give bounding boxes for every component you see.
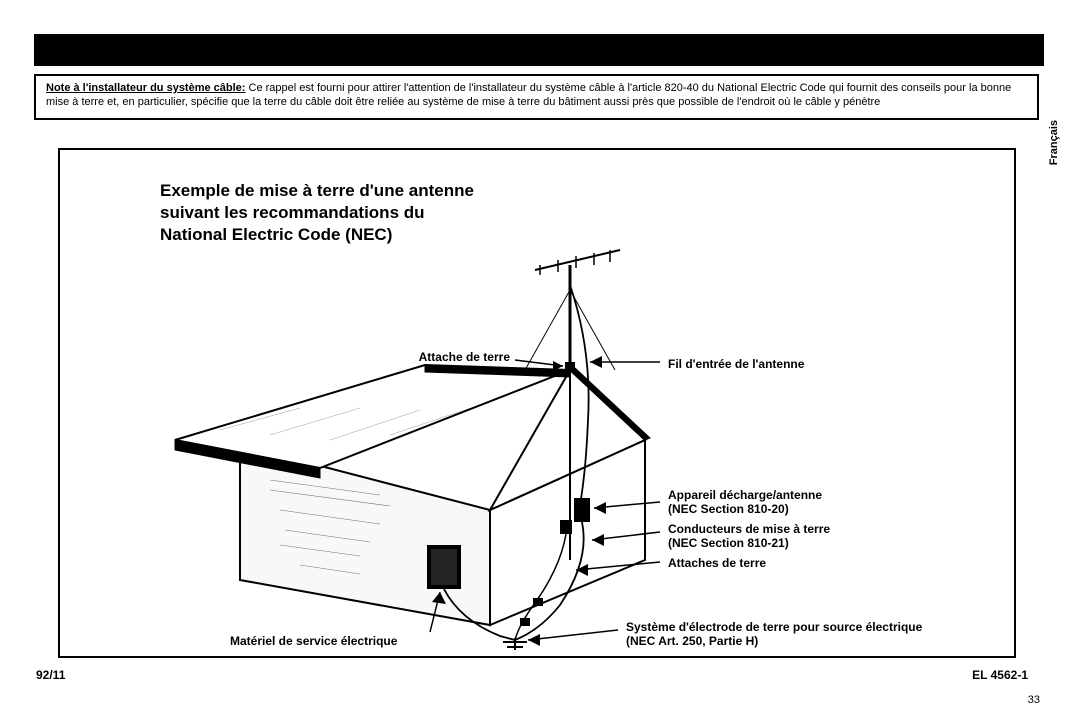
note-box: Note à l'installateur du système câble: …: [34, 74, 1039, 120]
header-bar: [34, 34, 1044, 66]
note-title: Note à l'installateur du système câble:: [46, 82, 245, 94]
label-fil-entree: Fil d'entrée de l'antenne: [668, 357, 804, 371]
page-number: 33: [1028, 694, 1040, 706]
footer-right: EL 4562-1: [972, 668, 1028, 682]
label-systeme-electrode: Système d'électrode de terre pour source…: [626, 620, 922, 649]
diagram-container: Exemple de mise à terre d'une antenne su…: [58, 148, 1016, 658]
title-line-1: Exemple de mise à terre d'une antenne: [160, 180, 474, 202]
label-attache-terre: Attache de terre: [390, 350, 510, 364]
footer-left: 92/11: [36, 668, 65, 682]
label-attaches-terre: Attaches de terre: [668, 556, 766, 570]
label-materiel-service: Matériel de service électrique: [230, 634, 397, 648]
label-appareil-decharge: Appareil décharge/antenne (NEC Section 8…: [668, 488, 822, 517]
language-tab: Français: [1048, 120, 1060, 165]
label-conducteurs: Conducteurs de mise à terre (NEC Section…: [668, 522, 830, 551]
house-grounding-diagram: [120, 210, 960, 650]
